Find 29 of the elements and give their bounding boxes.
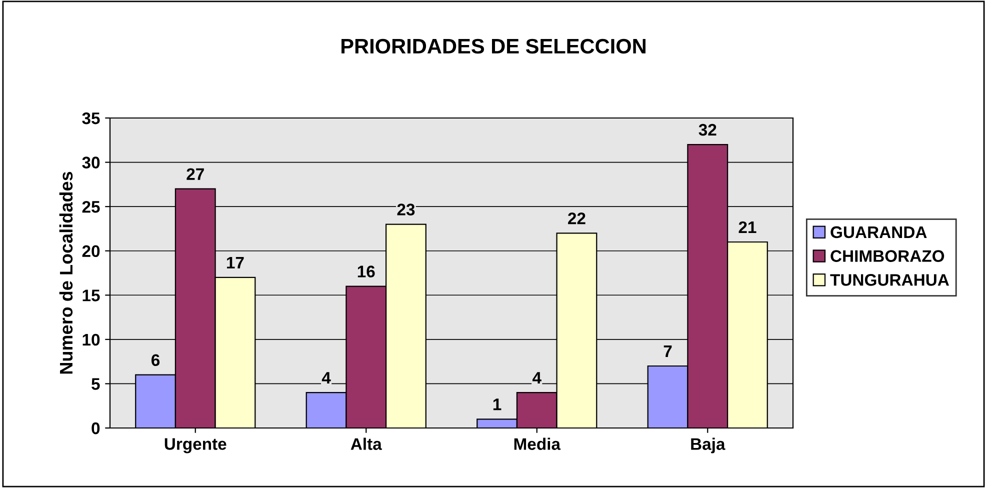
legend-label: TUNGURAHUA <box>830 274 949 286</box>
data-label: 7 <box>664 346 672 357</box>
x-tick-label: Alta <box>350 438 382 450</box>
data-label: 4 <box>322 372 331 384</box>
y-tick-label: 20 <box>82 245 100 258</box>
y-tick-label: 35 <box>82 112 100 124</box>
legend-label: GUARANDA <box>830 226 927 238</box>
y-tick-label: 10 <box>82 334 100 346</box>
data-label: 1 <box>493 398 502 410</box>
data-label: 22 <box>568 212 586 224</box>
data-label: 21 <box>738 221 756 233</box>
data-label: 4 <box>532 372 542 384</box>
data-label: 27 <box>186 168 204 180</box>
data-label: 32 <box>698 124 716 136</box>
data-label: 6 <box>152 354 160 366</box>
x-tick-label: Media <box>514 438 561 450</box>
x-tick-label: Baja <box>691 438 726 454</box>
data-label: 17 <box>227 256 244 268</box>
y-axis-title: Numero de Localidades <box>59 172 73 374</box>
x-tick-label: Urgente <box>164 438 226 454</box>
y-tick-label: 15 <box>82 290 100 302</box>
y-tick-label: 30 <box>82 156 100 169</box>
legend-label: CHIMBORAZO <box>830 250 944 262</box>
y-tick-label: 5 <box>92 378 100 390</box>
data-label: 16 <box>358 266 375 278</box>
chart-title: PRIORIDADES DE SELECCION <box>342 38 646 54</box>
y-tick-label: 25 <box>82 200 100 213</box>
data-label: 23 <box>397 204 415 216</box>
y-tick-label: 0 <box>92 422 100 434</box>
